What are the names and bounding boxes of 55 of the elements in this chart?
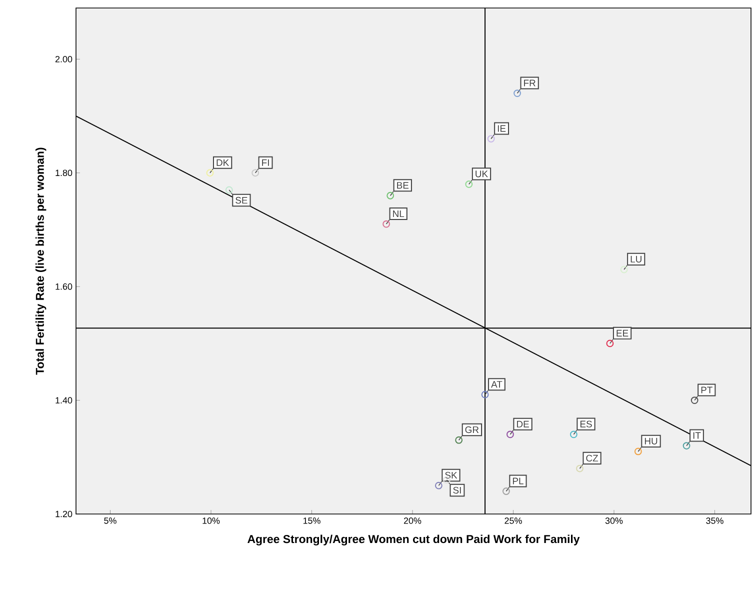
point [634, 448, 642, 456]
point [455, 436, 463, 444]
annotation: GR [465, 426, 479, 434]
annotation: PT [701, 386, 712, 394]
annotation: HU [644, 438, 658, 444]
point [514, 90, 521, 97]
annotation: DK [216, 159, 230, 166]
point [502, 488, 510, 495]
annotation: ES [580, 420, 592, 428]
annotation: BE [397, 182, 409, 189]
point [382, 220, 390, 228]
y-tick-label: 1.20 [56, 510, 72, 518]
point [225, 186, 233, 194]
annotation: NL [393, 210, 404, 218]
annotation: SK [445, 472, 458, 479]
point [206, 169, 214, 177]
point [606, 340, 614, 348]
annotation: SE [236, 196, 248, 204]
x-tick-label: 15% [303, 518, 320, 524]
x-tick-label: 30% [605, 518, 623, 524]
point [620, 266, 628, 274]
point [506, 430, 514, 438]
annotation: IT [693, 432, 701, 439]
annotation: CZ [586, 454, 598, 462]
annotation: UK [476, 170, 488, 178]
point [487, 135, 495, 142]
point [386, 192, 394, 200]
point [252, 169, 260, 177]
annotation: AT [491, 381, 502, 388]
point [576, 464, 584, 472]
y-tick-label: 1.60 [56, 283, 72, 290]
y-tick-label: 1.80 [56, 170, 72, 176]
y-tick-label: 1.40 [56, 397, 72, 404]
y-tick-label: 2.00 [55, 56, 72, 62]
x-tick-label: 25% [504, 518, 522, 524]
point [481, 390, 489, 398]
point [434, 482, 442, 490]
annotation: IE [498, 125, 506, 132]
point [682, 442, 690, 450]
x-axis-title: Agree Strongly/Agree Women cut down Paid Work for Family [248, 534, 580, 546]
x-tick-label: 5% [104, 518, 116, 524]
annotation: LU [630, 256, 642, 263]
annotation: EE [616, 330, 628, 336]
annotation: FI [262, 159, 269, 166]
point [570, 430, 578, 438]
x-tick-label: 10% [202, 518, 220, 524]
annotation: FR [524, 80, 536, 86]
x-tick-label: 35% [706, 518, 724, 524]
point [690, 396, 698, 404]
y-axis-title: Total Fertility Rate (live births per woman) [36, 148, 46, 375]
annotation: DE [517, 420, 529, 428]
x-tick-label: 20% [404, 518, 422, 524]
point [465, 180, 473, 188]
annotation: SI [453, 486, 461, 494]
annotation: PL [512, 478, 524, 484]
